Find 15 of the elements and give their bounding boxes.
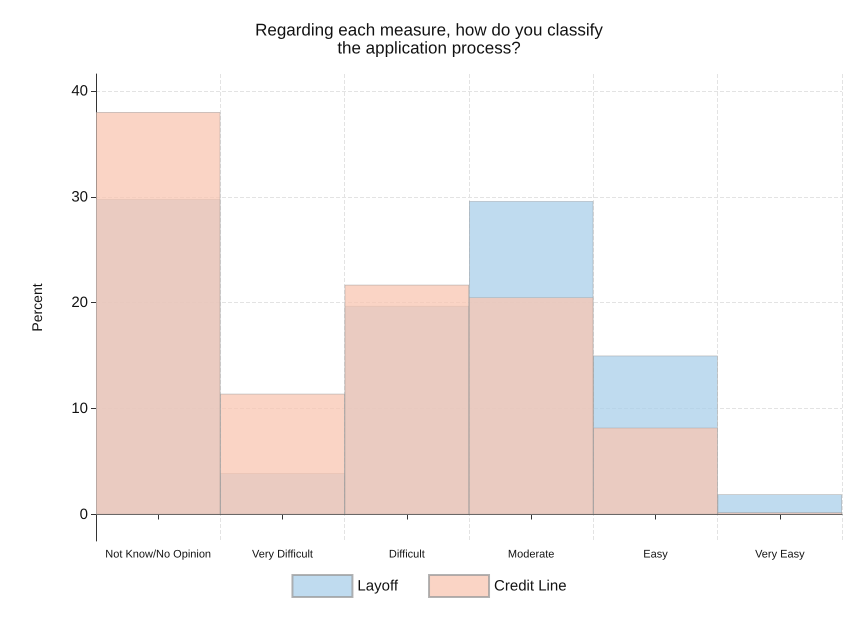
x-tick-label: Not Know/No Opinion — [105, 548, 212, 560]
y-tick-label: 20 — [71, 294, 88, 312]
x-tick-label: Very Easy — [755, 548, 806, 560]
x-tick-label: Easy — [643, 548, 668, 560]
y-tick-label: 10 — [71, 400, 88, 418]
x-tick-label: Moderate — [508, 548, 554, 560]
y-tick-label: 30 — [71, 188, 88, 206]
y-tick-label: 40 — [71, 82, 88, 100]
legend-label: Credit Line — [494, 578, 567, 594]
x-tick-label: Very Difficult — [252, 548, 313, 560]
chart-title: Regarding each measure, how do you classify the application process? — [255, 20, 604, 58]
legend-label: Layoff — [357, 578, 399, 594]
y-axis-title: Percent — [29, 283, 45, 332]
x-tick-label: Difficult — [388, 548, 425, 560]
y-tick-label: 0 — [80, 506, 88, 524]
